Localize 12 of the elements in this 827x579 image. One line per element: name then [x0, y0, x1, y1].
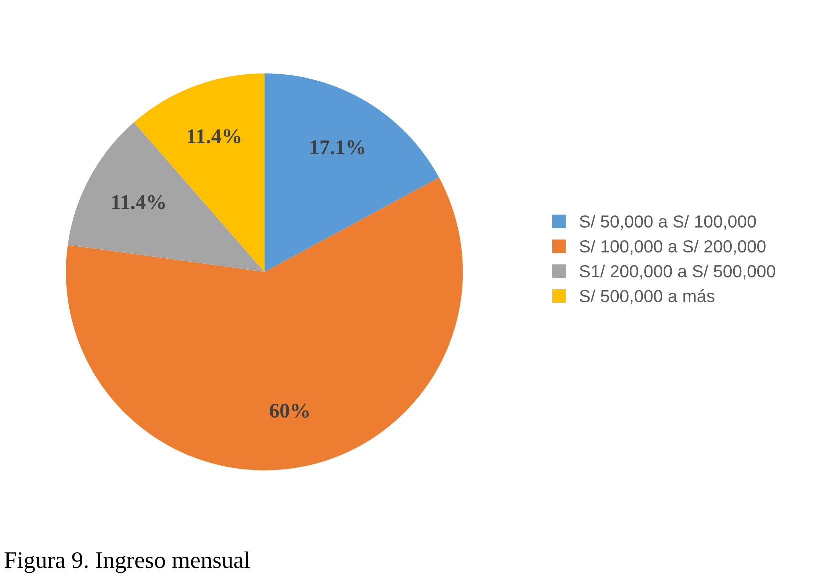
text: Figura 9. Ingreso mensual: [4, 552, 250, 574]
legend-label: S/ 100,000 a S/ 200,000: [580, 240, 766, 255]
data-label: 11.4%: [188, 129, 241, 144]
pie-slice: [264, 74, 440, 272]
pie-slice: [66, 178, 464, 471]
legend-label: S/ 500,000 a más: [580, 290, 715, 305]
pie-slice: [68, 122, 265, 272]
legend-label: S/ 50,000 a S/ 100,000: [580, 215, 756, 230]
data-label: 17.1%: [310, 140, 365, 155]
data-label: 11.4%: [112, 195, 166, 210]
legend-label: S1/ 200,000 a S/ 500,000: [580, 264, 776, 280]
data-label: 60%: [270, 404, 309, 418]
